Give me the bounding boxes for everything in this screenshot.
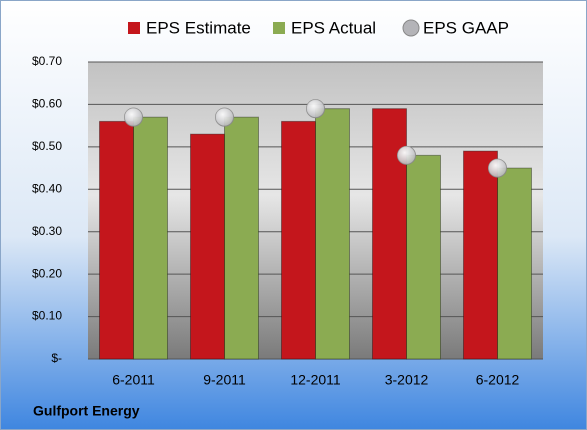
gaap-marker-shine bbox=[215, 108, 234, 127]
y-tick-label: $0.60 bbox=[32, 97, 62, 111]
y-tick-label: $0.50 bbox=[32, 139, 62, 153]
legend-label: EPS GAAP bbox=[423, 18, 509, 37]
bar bbox=[281, 120, 316, 360]
bar bbox=[463, 150, 498, 360]
bar bbox=[497, 167, 532, 360]
bar bbox=[315, 108, 350, 360]
x-tick-label: 6-2011 bbox=[112, 372, 155, 388]
y-tick-label: $0.20 bbox=[32, 266, 62, 280]
bar bbox=[190, 133, 225, 360]
y-tick-label: $- bbox=[51, 351, 62, 365]
legend-label: EPS Actual bbox=[291, 18, 376, 37]
bar bbox=[224, 116, 259, 360]
bar bbox=[99, 120, 134, 360]
gaap-marker-shine bbox=[397, 146, 416, 165]
y-tick-label: $0.40 bbox=[32, 181, 62, 195]
bar bbox=[372, 108, 407, 360]
x-tick-label: 6-2012 bbox=[476, 372, 520, 388]
x-tick-label: 9-2011 bbox=[203, 372, 246, 388]
gaap-marker-shine bbox=[488, 159, 507, 178]
legend-marker bbox=[402, 19, 420, 37]
bar bbox=[133, 116, 168, 360]
gaap-marker-shine bbox=[124, 108, 143, 127]
x-tick-label: 3-2012 bbox=[385, 372, 429, 388]
legend-label: EPS Estimate bbox=[146, 18, 251, 37]
gaap-marker-shine bbox=[306, 99, 325, 118]
y-tick-label: $0.10 bbox=[32, 309, 62, 323]
y-tick-label: $0.70 bbox=[32, 54, 62, 68]
y-tick-label: $0.30 bbox=[32, 224, 62, 238]
footer: Gulfport Energy bbox=[33, 403, 140, 419]
bar bbox=[406, 154, 441, 360]
legend-marker bbox=[128, 22, 140, 34]
x-tick-label: 12-2011 bbox=[290, 372, 341, 388]
legend-marker bbox=[273, 22, 285, 34]
